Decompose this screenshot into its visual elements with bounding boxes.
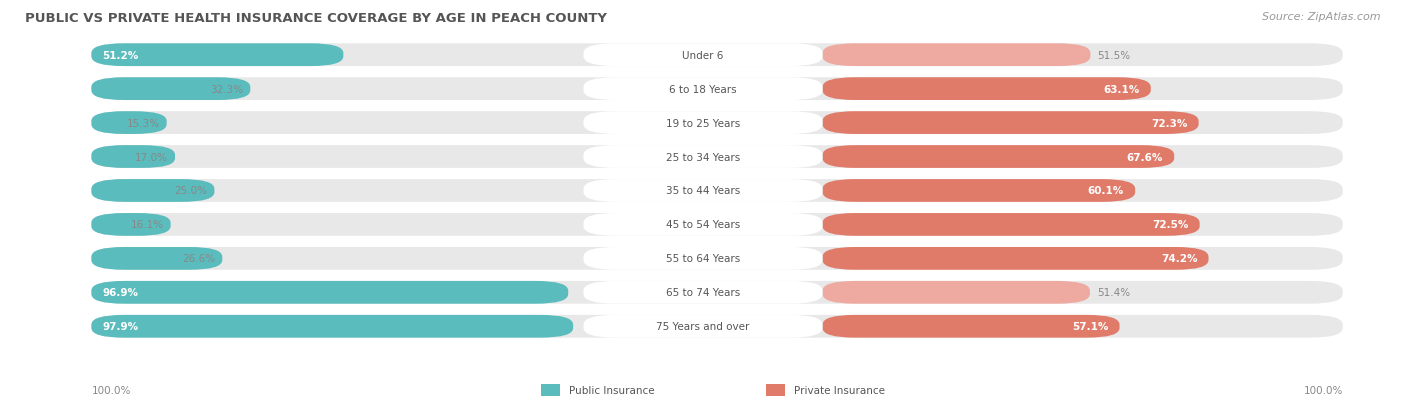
- Text: 97.9%: 97.9%: [103, 321, 139, 332]
- Text: 51.4%: 51.4%: [1097, 287, 1130, 298]
- Text: 74.2%: 74.2%: [1161, 254, 1198, 264]
- Text: Under 6: Under 6: [682, 50, 724, 61]
- Text: 100.0%: 100.0%: [91, 385, 131, 395]
- Text: 25 to 34 Years: 25 to 34 Years: [666, 152, 740, 162]
- Text: PUBLIC VS PRIVATE HEALTH INSURANCE COVERAGE BY AGE IN PEACH COUNTY: PUBLIC VS PRIVATE HEALTH INSURANCE COVER…: [25, 12, 607, 25]
- Text: 57.1%: 57.1%: [1071, 321, 1108, 332]
- Text: 60.1%: 60.1%: [1088, 186, 1123, 196]
- Text: Source: ZipAtlas.com: Source: ZipAtlas.com: [1263, 12, 1381, 22]
- Text: 6 to 18 Years: 6 to 18 Years: [669, 84, 737, 95]
- Text: 65 to 74 Years: 65 to 74 Years: [666, 287, 740, 298]
- Text: 51.2%: 51.2%: [103, 50, 139, 61]
- Text: 96.9%: 96.9%: [103, 287, 139, 298]
- Text: Private Insurance: Private Insurance: [794, 385, 886, 395]
- Text: 45 to 54 Years: 45 to 54 Years: [666, 220, 740, 230]
- Text: 55 to 64 Years: 55 to 64 Years: [666, 254, 740, 264]
- Text: Public Insurance: Public Insurance: [569, 385, 655, 395]
- Text: 26.6%: 26.6%: [183, 254, 215, 264]
- Text: 35 to 44 Years: 35 to 44 Years: [666, 186, 740, 196]
- Text: 72.5%: 72.5%: [1152, 220, 1188, 230]
- Text: 19 to 25 Years: 19 to 25 Years: [666, 118, 740, 128]
- Text: 100.0%: 100.0%: [1303, 385, 1343, 395]
- Text: 17.0%: 17.0%: [135, 152, 169, 162]
- Text: 63.1%: 63.1%: [1104, 84, 1139, 95]
- Text: 67.6%: 67.6%: [1126, 152, 1163, 162]
- Text: 25.0%: 25.0%: [174, 186, 208, 196]
- Text: 72.3%: 72.3%: [1152, 118, 1188, 128]
- Text: 16.1%: 16.1%: [131, 220, 163, 230]
- Text: 75 Years and over: 75 Years and over: [657, 321, 749, 332]
- Text: 15.3%: 15.3%: [127, 118, 160, 128]
- Text: 51.5%: 51.5%: [1098, 50, 1130, 61]
- Text: 32.3%: 32.3%: [209, 84, 243, 95]
